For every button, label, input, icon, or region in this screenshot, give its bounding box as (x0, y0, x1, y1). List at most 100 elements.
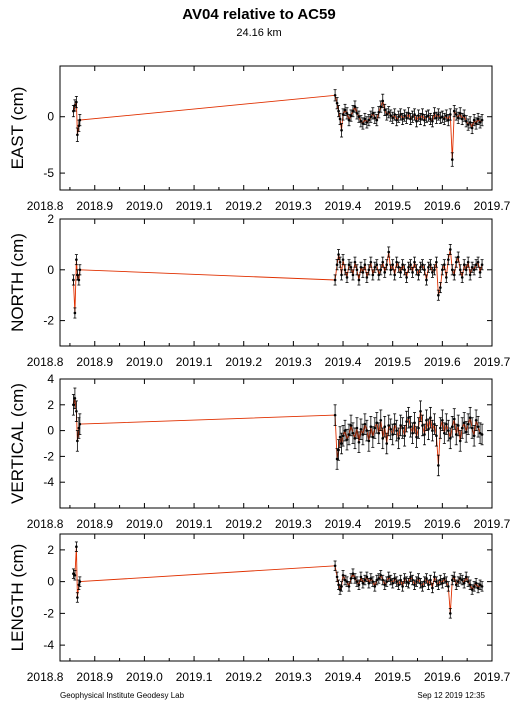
data-point (458, 268, 462, 272)
data-point (460, 117, 464, 121)
data-point (369, 115, 373, 119)
data-point (345, 112, 349, 115)
data-point (480, 585, 484, 588)
data-point (357, 583, 361, 587)
data-point (441, 418, 444, 422)
data-point (431, 586, 434, 590)
data-point (76, 439, 79, 443)
data-point (347, 263, 351, 267)
data-point (365, 276, 369, 279)
data-point (468, 121, 472, 124)
data-point (448, 612, 452, 615)
data-point (387, 424, 391, 427)
data-point (454, 113, 458, 116)
y-tick-label: 2 (47, 543, 54, 557)
data-point (411, 431, 414, 435)
data-point (472, 118, 476, 122)
data-point (445, 114, 448, 117)
data-point (462, 114, 466, 117)
data-point (447, 585, 450, 588)
data-point (383, 425, 387, 429)
data-point (397, 437, 400, 440)
plot-frame (59, 378, 493, 509)
data-point (72, 278, 75, 282)
data-point (369, 425, 373, 429)
data-point (337, 109, 340, 113)
x-tick-label: 2019.3 (275, 199, 312, 213)
data-point (419, 409, 422, 413)
data-point (413, 260, 416, 264)
data-point (405, 276, 408, 279)
data-point (349, 424, 353, 427)
data-point (373, 116, 377, 120)
x-tick-label: 2018.9 (76, 199, 113, 213)
data-point (460, 426, 464, 430)
data-point (381, 260, 385, 264)
y-axis-label: EAST (cm) (8, 87, 27, 170)
data-point (337, 448, 340, 452)
data-point (375, 578, 379, 582)
data-point (395, 580, 398, 583)
x-tick-label: 2019.7 (474, 517, 511, 531)
x-tick-label: 2019.1 (176, 199, 213, 213)
data-point (399, 271, 402, 274)
data-point (443, 577, 446, 580)
data-point (383, 271, 387, 274)
data-point (72, 403, 75, 407)
x-tick-label: 2019.6 (424, 517, 461, 531)
data-point (472, 434, 476, 438)
data-point (466, 260, 470, 264)
data-point (447, 429, 450, 432)
data-point (335, 263, 339, 267)
data-point (76, 596, 79, 599)
data-point (383, 583, 387, 587)
data-point (470, 126, 474, 130)
data-point (419, 265, 422, 269)
data-point (345, 438, 349, 441)
data-point (73, 104, 77, 107)
data-point (389, 578, 393, 582)
data-point (413, 583, 416, 587)
data-point (401, 263, 404, 267)
x-tick-label: 2018.8 (27, 199, 64, 213)
y-tick-label: -2 (43, 449, 54, 463)
data-point (423, 433, 426, 436)
data-point (373, 426, 377, 430)
data-point (78, 268, 82, 272)
data-point (397, 583, 400, 587)
data-point (393, 113, 396, 116)
data-point (439, 286, 442, 289)
data-point (407, 265, 410, 269)
y-axis-label: LENGTH (cm) (8, 544, 27, 652)
y-tick-label: 2 (47, 212, 54, 226)
data-point (353, 260, 357, 264)
data-point (478, 271, 482, 274)
data-point (385, 263, 389, 267)
x-tick-label: 2019.4 (325, 517, 362, 531)
series-line (72, 94, 483, 160)
data-point (338, 260, 342, 264)
data-point (355, 580, 359, 583)
data-point (78, 118, 82, 122)
data-point (397, 115, 400, 119)
data-point (347, 118, 351, 122)
data-point (389, 114, 393, 117)
data-point (407, 581, 410, 585)
data-point (431, 429, 434, 432)
data-point (403, 114, 406, 117)
data-point (371, 580, 375, 583)
data-point (460, 276, 464, 279)
data-point (439, 578, 442, 582)
data-point (377, 273, 381, 277)
data-point (470, 426, 474, 430)
data-point (458, 577, 462, 580)
data-point (450, 425, 454, 429)
data-point (433, 268, 436, 272)
data-point (367, 581, 371, 585)
data-point (75, 258, 78, 261)
data-point (405, 116, 408, 120)
data-point (419, 117, 422, 121)
data-point (371, 273, 375, 277)
data-point (421, 424, 424, 427)
data-point (448, 248, 452, 251)
